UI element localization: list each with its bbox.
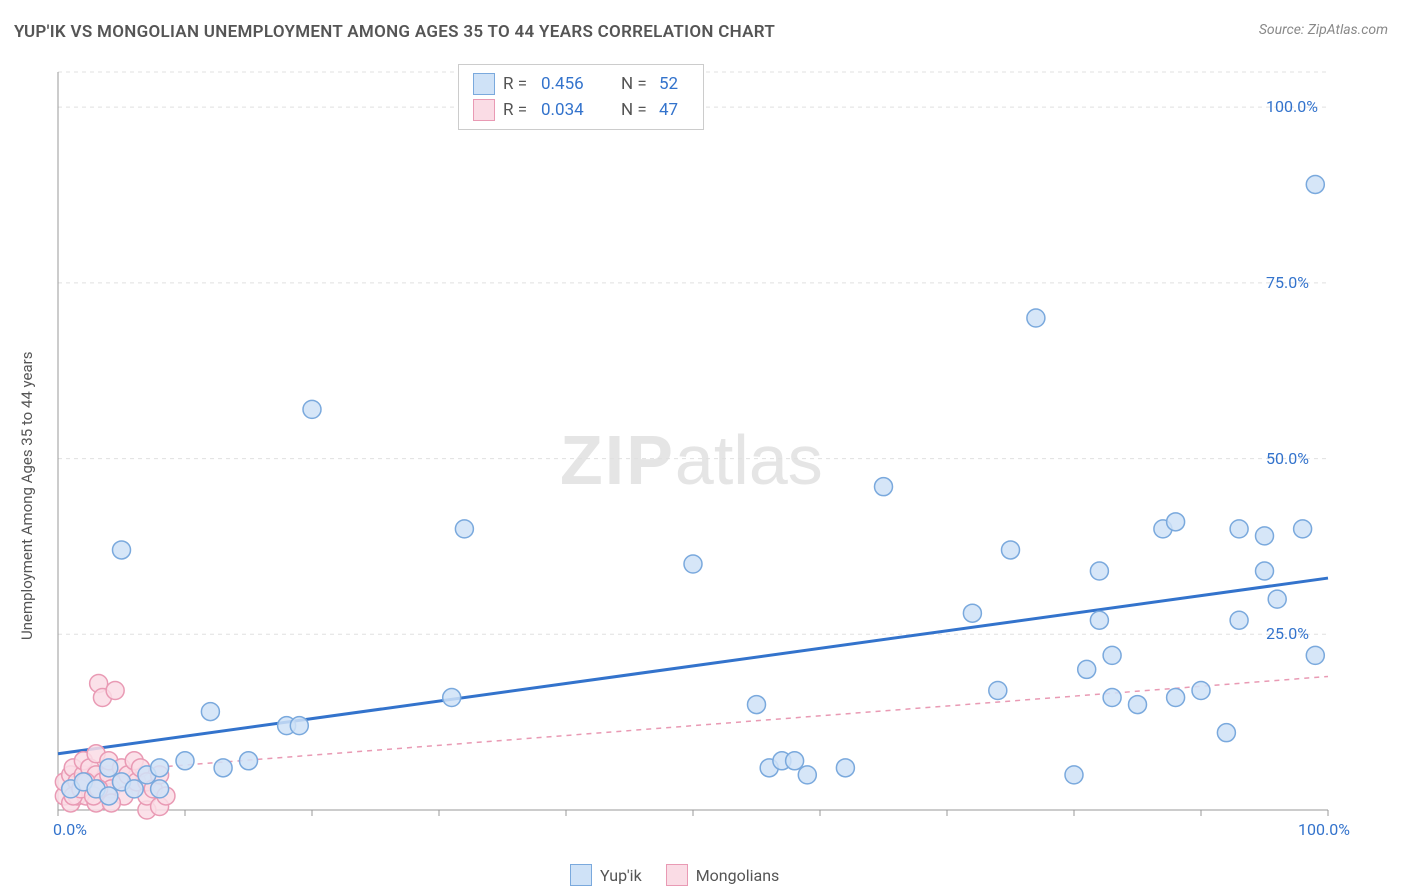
scatter-chart (48, 60, 1388, 850)
x-tick-label: 0.0% (53, 820, 87, 839)
r-value-series2: 0.034 (541, 100, 601, 120)
legend-item-series1: Yup'ik (570, 864, 642, 886)
swatch-series2-bottom (666, 864, 688, 886)
y-axis-label: Unemployment Among Ages 35 to 44 years (18, 352, 36, 640)
correlation-legend: R = 0.456 N = 52 R = 0.034 N = 47 (458, 64, 704, 130)
swatch-series1 (473, 73, 495, 95)
legend-row-series1: R = 0.456 N = 52 (473, 71, 689, 97)
swatch-series1-bottom (570, 864, 592, 886)
n-value-series2: 47 (659, 100, 689, 120)
y-tick-label: 50.0% (1266, 449, 1309, 468)
r-value-series1: 0.456 (541, 74, 601, 94)
n-value-series1: 52 (659, 74, 689, 94)
source-credit: Source: ZipAtlas.com (1259, 22, 1388, 38)
y-tick-label: 100.0% (1266, 97, 1318, 116)
swatch-series2 (473, 99, 495, 121)
x-tick-label: 100.0% (1298, 820, 1350, 839)
legend-item-series2: Mongolians (666, 864, 780, 886)
y-tick-label: 25.0% (1266, 624, 1309, 643)
chart-title: YUP'IK VS MONGOLIAN UNEMPLOYMENT AMONG A… (14, 22, 775, 42)
y-tick-label: 75.0% (1266, 273, 1309, 292)
series-legend: Yup'ik Mongolians (570, 864, 779, 886)
legend-row-series2: R = 0.034 N = 47 (473, 97, 689, 123)
